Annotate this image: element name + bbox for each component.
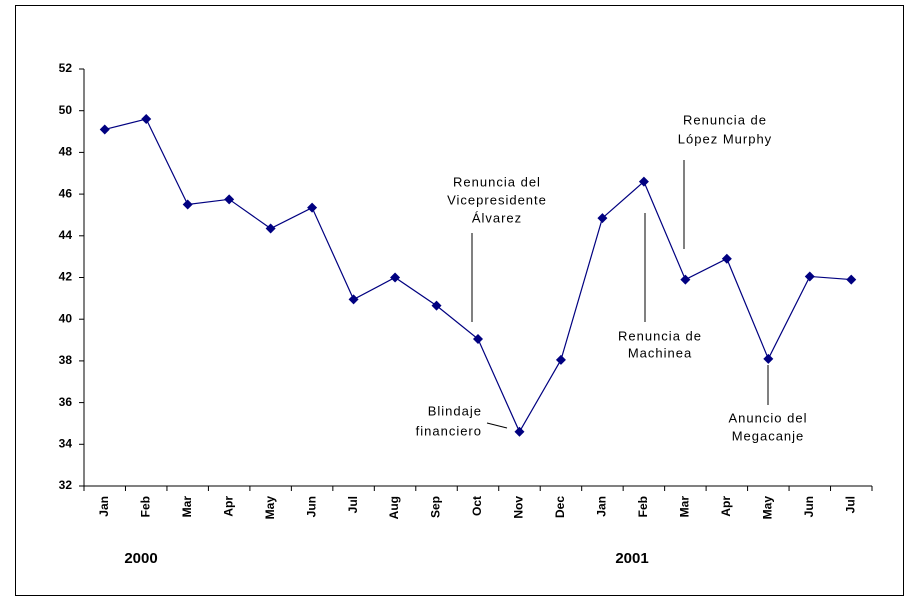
y-tick-label: 52 — [59, 61, 73, 75]
x-tick-label: Mar — [180, 496, 194, 518]
x-tick-label: Apr — [221, 496, 235, 517]
y-tick-label: 34 — [59, 436, 73, 450]
y-tick-label: 38 — [59, 353, 73, 367]
y-tick-label: 32 — [59, 478, 73, 492]
annotation: Anuncio del — [729, 410, 808, 425]
x-tick-label: May — [760, 496, 774, 520]
x-tick-label: Dec — [553, 496, 567, 518]
data-point — [99, 124, 110, 135]
annotation: Vicepresidente — [447, 192, 547, 207]
annotation: Megacanje — [732, 428, 805, 443]
chart-frame — [15, 5, 904, 596]
annotation: Renuncia de — [618, 328, 702, 343]
x-tick-label: Aug — [387, 496, 401, 519]
data-point — [307, 202, 318, 213]
y-tick-label: 36 — [59, 395, 73, 409]
x-tick-label: Feb — [636, 496, 650, 517]
annotation: Álvarez — [472, 210, 522, 225]
data-point — [182, 199, 193, 210]
data-point — [514, 426, 525, 437]
data-point — [804, 271, 815, 282]
x-tick-label: Sep — [429, 496, 443, 518]
data-point — [680, 274, 691, 285]
annotation: López Murphy — [678, 131, 772, 146]
data-point — [224, 194, 235, 205]
year-label: 2001 — [615, 550, 648, 567]
data-point — [846, 274, 857, 285]
y-tick-label: 48 — [59, 145, 73, 159]
data-point — [473, 334, 483, 345]
data-point — [555, 354, 566, 365]
annotation: financiero — [416, 423, 482, 438]
annotation: Renuncia del — [453, 174, 541, 189]
x-tick-label: Apr — [719, 496, 733, 517]
y-tick-label: 40 — [59, 311, 73, 325]
x-tick-label: Mar — [678, 496, 692, 518]
annotation-leader — [486, 422, 508, 429]
data-point — [638, 176, 649, 187]
data-point — [597, 213, 608, 224]
x-tick-label: Nov — [512, 496, 526, 519]
x-tick-label: Jan — [595, 496, 609, 517]
x-tick-label: Jun — [304, 496, 318, 517]
data-point — [141, 114, 152, 125]
x-tick-label: Jul — [843, 496, 857, 513]
x-tick-label: May — [263, 496, 277, 520]
y-tick-label: 50 — [59, 103, 73, 117]
y-tick-label: 42 — [59, 270, 73, 284]
data-point — [721, 253, 732, 264]
x-tick-label: Jun — [802, 496, 816, 517]
data-point — [431, 300, 442, 311]
annotation: Blindaje — [428, 403, 482, 418]
data-point — [348, 294, 359, 305]
data-point — [763, 353, 774, 364]
year-label: 2000 — [124, 550, 157, 567]
x-tick-label: Oct — [470, 496, 484, 516]
x-tick-label: Jan — [97, 496, 111, 517]
annotation: Machinea — [628, 345, 692, 360]
y-tick-label: 44 — [59, 228, 73, 242]
annotation: Renuncia de — [683, 112, 767, 127]
data-point — [390, 272, 401, 283]
x-tick-label: Jul — [346, 496, 360, 513]
x-tick-label: Feb — [138, 496, 152, 517]
y-tick-label: 46 — [59, 186, 73, 200]
data-point — [265, 223, 276, 234]
